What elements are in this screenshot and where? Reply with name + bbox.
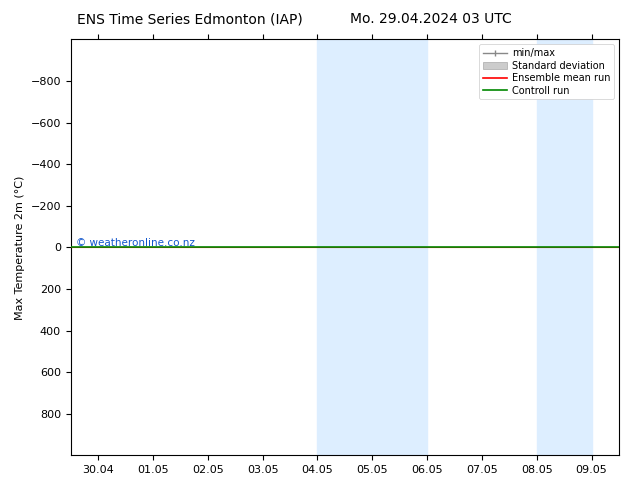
Text: Mo. 29.04.2024 03 UTC: Mo. 29.04.2024 03 UTC xyxy=(350,12,512,26)
Y-axis label: Max Temperature 2m (°C): Max Temperature 2m (°C) xyxy=(15,175,25,319)
Legend: min/max, Standard deviation, Ensemble mean run, Controll run: min/max, Standard deviation, Ensemble me… xyxy=(479,44,614,99)
Text: © weatheronline.co.nz: © weatheronline.co.nz xyxy=(76,238,195,248)
Bar xyxy=(372,40,427,455)
Bar xyxy=(318,40,372,455)
Bar xyxy=(537,40,592,455)
Text: ENS Time Series Edmonton (IAP): ENS Time Series Edmonton (IAP) xyxy=(77,12,303,26)
